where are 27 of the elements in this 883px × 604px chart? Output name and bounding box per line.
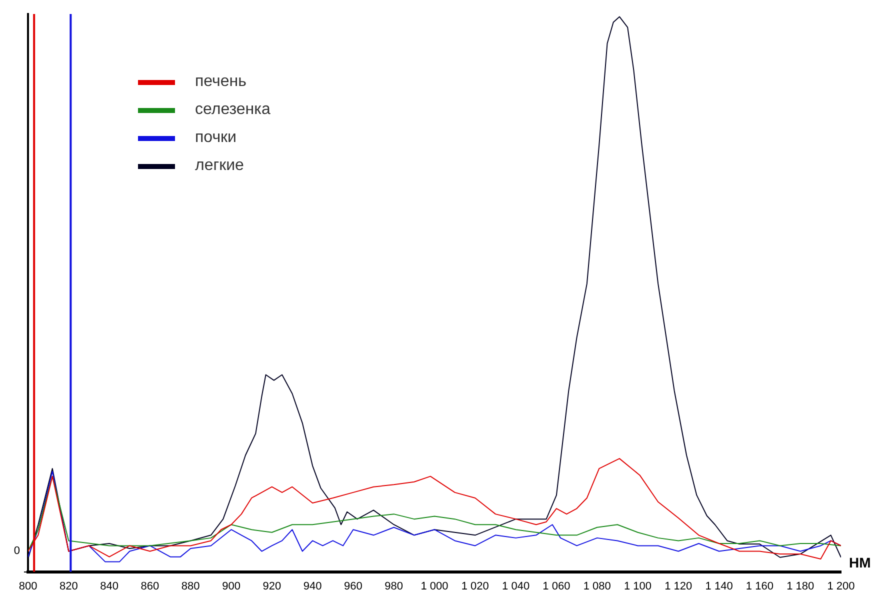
x-tick-label: 820 [59, 580, 78, 592]
x-tick-label: 860 [140, 580, 160, 592]
x-tick-label: 960 [344, 580, 362, 592]
x-tick-label: 1 160 [746, 580, 774, 592]
x-tick-label: 940 [303, 580, 322, 592]
x-tick-label: 840 [100, 580, 118, 592]
x-tick-label: 1 100 [624, 580, 652, 592]
x-axis-title: НМ [849, 554, 871, 571]
x-tick-label: 800 [18, 580, 38, 592]
x-tick-label: 1 000 [420, 580, 448, 592]
x-tick-label: 920 [262, 580, 282, 592]
legend-label: печень [195, 73, 246, 91]
legend-label: почки [195, 129, 236, 147]
legend-label: легкие [195, 157, 244, 175]
x-tick-label: 980 [384, 580, 404, 592]
x-tick-label: 1 120 [664, 580, 692, 592]
x-tick-label: 1 180 [786, 580, 814, 592]
x-tick-label: 880 [181, 580, 200, 592]
x-tick-label: 1 200 [827, 580, 855, 592]
x-tick-label: 1 020 [461, 580, 489, 592]
legend-label: селезенка [195, 101, 270, 119]
text: 0 [14, 545, 20, 558]
x-tick-label: 1 140 [705, 580, 733, 592]
x-tick-label: 900 [222, 580, 240, 592]
x-tick-label: 1 080 [583, 580, 611, 592]
x-tick-label: 1 060 [542, 580, 570, 592]
x-tick-label: 1 040 [502, 580, 530, 592]
